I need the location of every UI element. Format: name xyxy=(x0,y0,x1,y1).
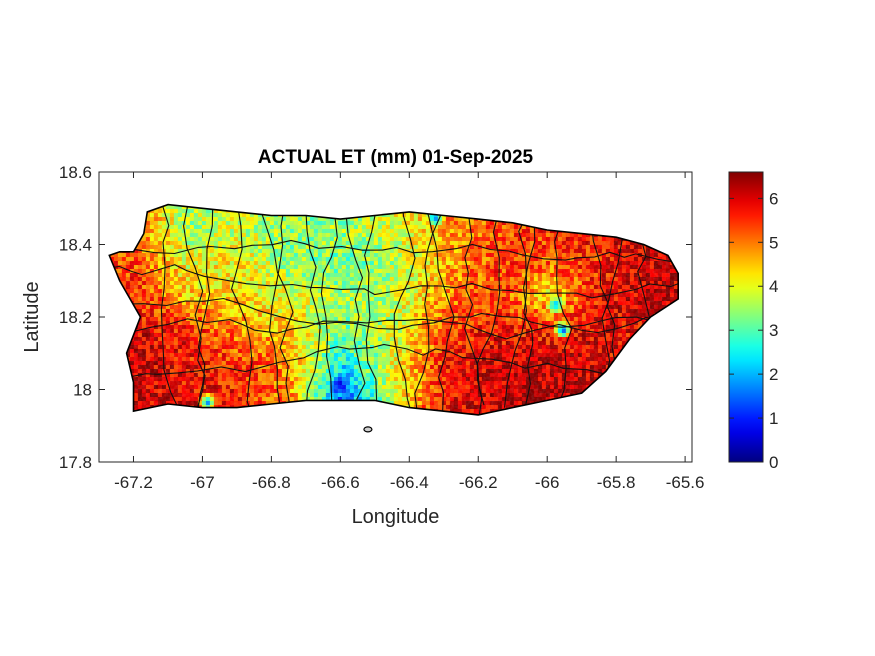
x-tick-label: -66.4 xyxy=(390,473,429,492)
x-axis-label: Longitude xyxy=(352,506,440,528)
y-tick-label: 18.2 xyxy=(59,308,92,327)
offshore-islets xyxy=(363,426,373,433)
islet xyxy=(363,426,373,433)
island-outline xyxy=(108,203,679,416)
y-axis-label: Latitude xyxy=(21,281,43,352)
x-tick-label: -66.8 xyxy=(252,473,291,492)
y-tick-label: 17.8 xyxy=(59,453,92,472)
colorbar-tick-label: 3 xyxy=(769,321,778,340)
y-tick-label: 18.4 xyxy=(59,236,92,255)
colorbar-tick-label: 1 xyxy=(769,409,778,428)
x-tick-label: -66.2 xyxy=(459,473,498,492)
x-tick-label: -66.6 xyxy=(321,473,360,492)
x-tick-label: -67.2 xyxy=(114,473,153,492)
x-tick-label: -67 xyxy=(190,473,215,492)
y-tick-label: 18.6 xyxy=(59,163,92,182)
colorbar-ticks: 0 1 2 3 4 5 6 xyxy=(729,189,778,472)
colorbar-tick-label: 2 xyxy=(769,365,778,384)
colorbar xyxy=(728,171,764,463)
chart-title: ACTUAL ET (mm) 01-Sep-2025 xyxy=(258,147,534,168)
colorbar-tick-label: 5 xyxy=(769,233,778,252)
colorbar-tick-label: 6 xyxy=(769,189,778,208)
colorbar-tick-label: 0 xyxy=(769,453,778,472)
x-axis-ticks: -67.2 -67 -66.8 -66.6 -66.4 -66.2 -66 -65.8 -65.… xyxy=(114,172,704,492)
x-tick-label: -65.6 xyxy=(666,473,705,492)
x-tick-label: -66 xyxy=(535,473,560,492)
colorbar-tick-label: 4 xyxy=(769,277,778,296)
x-tick-label: -65.8 xyxy=(597,473,636,492)
y-axis-ticks: 17.8 18 18.2 18.4 18.6 xyxy=(59,163,692,472)
y-tick-label: 18 xyxy=(73,381,92,400)
